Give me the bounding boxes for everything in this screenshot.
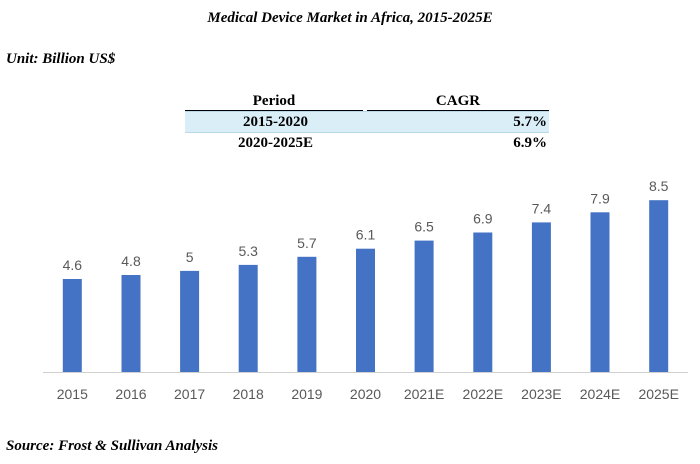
data-label-2021E: 6.5: [414, 219, 434, 235]
bar-2022E: [473, 232, 493, 372]
period-header: Period: [185, 92, 363, 111]
x-tick-label-2017: 2017: [174, 386, 205, 402]
x-tick-label-2021E: 2021E: [404, 386, 444, 402]
cagr-row-2020-2025e: 2020-2025E 6.9%: [185, 133, 549, 153]
x-tick-label-2022E: 2022E: [463, 386, 503, 402]
bar-2023E: [531, 222, 551, 372]
cagr-header: CAGR: [367, 92, 549, 111]
x-tick-label-2015: 2015: [57, 386, 88, 402]
bar-2024E: [590, 212, 610, 372]
data-label-2018: 5.3: [238, 243, 258, 259]
data-label-2016: 4.8: [121, 253, 141, 269]
cagr-value-cell: 6.9%: [513, 135, 547, 151]
x-tick-label-2016: 2016: [115, 386, 146, 402]
bar-2017: [180, 270, 200, 372]
period-cell: 2015-2020: [243, 114, 308, 130]
x-tick-label-2020: 2020: [350, 386, 381, 402]
x-tick-label-2024E: 2024E: [580, 386, 620, 402]
source-note: Source: Frost & Sullivan Analysis: [6, 438, 218, 454]
data-label-2020: 6.1: [356, 227, 376, 243]
data-label-2015: 4.6: [63, 257, 83, 273]
period-cell: 2020-2025E: [238, 135, 313, 151]
data-label-2023E: 7.4: [532, 200, 552, 216]
bar-2016: [121, 275, 141, 372]
bar-2020: [356, 248, 375, 372]
data-label-2022E: 6.9: [473, 211, 493, 227]
cagr-value-cell: 5.7%: [513, 114, 547, 130]
data-label-2019: 5.7: [297, 235, 317, 251]
x-tick-label-2025E: 2025E: [638, 386, 678, 402]
bar-2019: [297, 256, 317, 372]
cagr-table-header: Period CAGR: [185, 92, 549, 111]
x-tick-label-2018: 2018: [233, 386, 264, 402]
bar-2018: [238, 264, 258, 372]
cagr-table: Period CAGR 2015-2020 5.7% 2020-2025E 6.…: [185, 92, 549, 153]
bar-2025E: [649, 200, 669, 372]
cagr-row-2015-2020: 2015-2020 5.7%: [185, 111, 549, 133]
data-label-2024E: 7.9: [590, 190, 610, 206]
data-label-2025E: 8.5: [649, 178, 669, 194]
x-tick-label-2023E: 2023E: [521, 386, 561, 402]
x-tick-label-2019: 2019: [291, 386, 322, 402]
chart-title: Medical Device Market in Africa, 2015-20…: [207, 10, 493, 26]
unit-label: Unit: Billion US$: [6, 51, 116, 67]
bar-chart: 4.6 2015 4.8 2016 5 2017 5.3 2018 5.7 2019 6.1 2020…: [43, 178, 688, 402]
data-label-2017: 5: [186, 249, 194, 265]
bar-2015: [62, 279, 82, 372]
bar-2021E: [414, 240, 434, 372]
